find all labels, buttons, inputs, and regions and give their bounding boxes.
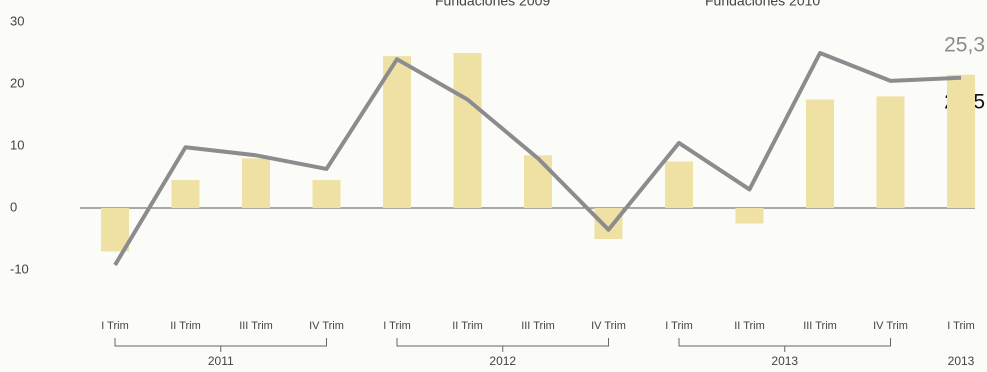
bar bbox=[735, 208, 764, 224]
bar bbox=[312, 180, 341, 208]
y-tick-label: 30 bbox=[10, 13, 24, 28]
bar bbox=[383, 56, 411, 208]
x-tick-label: IV Trim bbox=[873, 320, 908, 332]
legend-label: Fundaciones 2010 bbox=[705, 0, 820, 9]
bar bbox=[453, 53, 482, 208]
group-label: 2013 bbox=[771, 354, 798, 368]
y-tick-label: 20 bbox=[10, 75, 24, 90]
x-tick-label: III Trim bbox=[803, 320, 837, 332]
x-tick-label: II Trim bbox=[170, 320, 201, 332]
x-tick-label: I Trim bbox=[947, 320, 975, 332]
bar bbox=[947, 74, 975, 208]
x-tick-label: I Trim bbox=[665, 320, 693, 332]
y-tick-label: 10 bbox=[10, 137, 24, 152]
group-bracket bbox=[114, 338, 327, 352]
bar bbox=[171, 180, 200, 208]
x-tick-label: IV Trim bbox=[309, 320, 344, 332]
bar bbox=[242, 158, 270, 208]
x-tick-label: II Trim bbox=[734, 320, 765, 332]
line bbox=[113, 51, 962, 267]
bar bbox=[806, 99, 834, 208]
group-bracket bbox=[396, 338, 609, 352]
x-tick-label: II Trim bbox=[452, 320, 483, 332]
group-label: 2012 bbox=[489, 354, 516, 368]
group-label: 2013 bbox=[948, 354, 975, 368]
y-tick-label: -10 bbox=[10, 261, 29, 276]
bar bbox=[101, 208, 129, 252]
x-tick-label: I Trim bbox=[383, 320, 411, 332]
x-tick-label: IV Trim bbox=[591, 320, 626, 332]
bar bbox=[665, 161, 693, 208]
y-tick-label: 0 bbox=[10, 199, 17, 214]
x-tick-label: I Trim bbox=[101, 320, 129, 332]
x-tick-label: III Trim bbox=[521, 320, 555, 332]
bar bbox=[524, 155, 552, 208]
legend-label: Fundaciones 2009 bbox=[435, 0, 550, 9]
annotation: 25,3 bbox=[944, 34, 985, 57]
group-label: 2011 bbox=[208, 354, 234, 368]
group-bracket bbox=[678, 338, 891, 352]
x-tick-label: III Trim bbox=[239, 320, 273, 332]
bar bbox=[876, 96, 905, 208]
bar bbox=[594, 208, 623, 239]
